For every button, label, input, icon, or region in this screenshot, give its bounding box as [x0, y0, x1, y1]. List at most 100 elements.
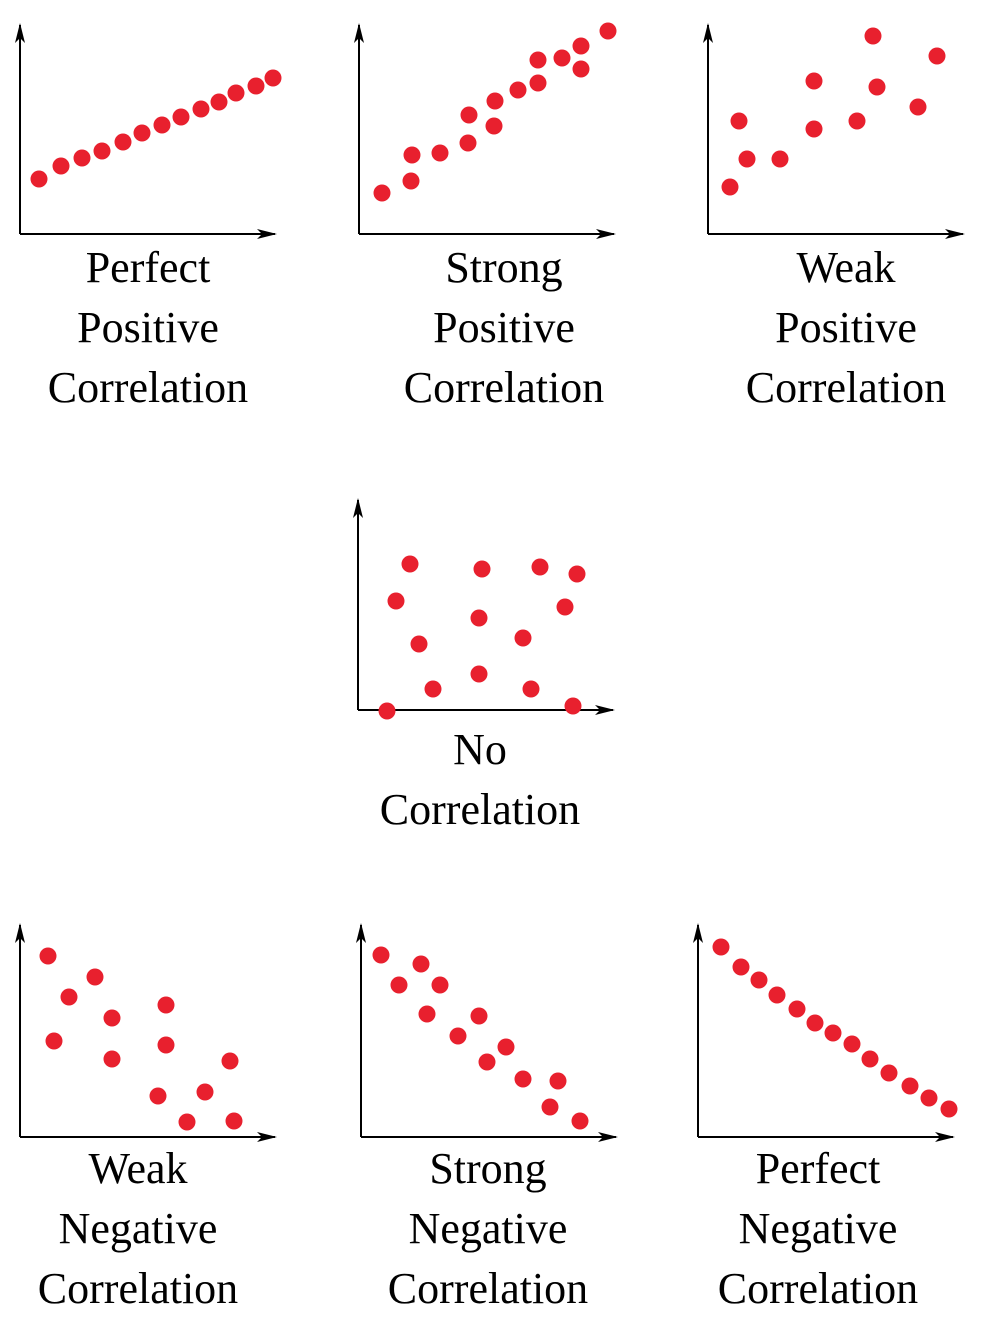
data-point — [103, 1009, 121, 1027]
data-point — [172, 108, 190, 126]
data-point — [721, 178, 739, 196]
scatter-panel-weak-positive — [703, 23, 965, 239]
data-point — [788, 1000, 806, 1018]
data-point — [373, 184, 391, 202]
data-point — [424, 680, 442, 698]
data-point — [470, 665, 488, 683]
data-point — [514, 1070, 532, 1088]
data-point — [771, 150, 789, 168]
data-point — [568, 565, 586, 583]
data-point — [39, 947, 57, 965]
data-point — [805, 120, 823, 138]
data-point — [60, 988, 78, 1006]
data-point — [732, 958, 750, 976]
data-point — [531, 558, 549, 576]
data-point — [412, 955, 430, 973]
data-point — [52, 157, 70, 175]
data-point — [564, 697, 582, 715]
data-point — [909, 98, 927, 116]
data-point — [848, 112, 866, 130]
data-point — [712, 938, 730, 956]
data-point — [378, 702, 396, 720]
data-point — [403, 146, 421, 164]
data-point — [470, 1007, 488, 1025]
data-point — [401, 555, 419, 573]
data-point — [940, 1100, 958, 1118]
data-point — [157, 1036, 175, 1054]
data-point — [225, 1112, 243, 1130]
data-point — [549, 1072, 567, 1090]
data-point — [478, 1053, 496, 1071]
data-point — [247, 77, 265, 95]
data-point — [470, 609, 488, 627]
data-point — [402, 172, 420, 190]
scatter-panel-no-correlation — [353, 498, 615, 720]
data-point — [514, 629, 532, 647]
data-point — [486, 92, 504, 110]
data-point — [730, 112, 748, 130]
data-point — [738, 150, 756, 168]
data-point — [114, 133, 132, 151]
data-point — [920, 1089, 938, 1107]
data-point — [529, 74, 547, 92]
data-point — [805, 72, 823, 90]
data-point — [864, 27, 882, 45]
data-point — [210, 93, 228, 111]
data-point — [418, 1005, 436, 1023]
data-point — [768, 986, 786, 1004]
data-point — [45, 1032, 63, 1050]
data-point — [861, 1050, 879, 1068]
scatter-panel-perfect-negative — [693, 923, 958, 1142]
data-point — [264, 69, 282, 87]
data-point — [572, 37, 590, 55]
scatter-panel-strong-negative — [356, 923, 618, 1142]
data-point — [157, 996, 175, 1014]
data-point — [901, 1077, 919, 1095]
data-point — [460, 106, 478, 124]
data-point — [824, 1024, 842, 1042]
panel-label-perfect-positive: Perfect Positive Correlation — [47, 243, 249, 412]
scatter-panel-perfect-positive — [15, 23, 282, 239]
data-point — [431, 144, 449, 162]
scatter-panel-strong-positive — [354, 22, 617, 239]
panel-label-weak-negative: Weak Negative Correlation — [37, 1144, 239, 1313]
data-point — [93, 142, 111, 160]
data-point — [553, 49, 571, 67]
data-point — [509, 81, 527, 99]
data-point — [133, 124, 151, 142]
data-point — [227, 84, 245, 102]
data-point — [485, 117, 503, 135]
scatter-panel-weak-negative — [15, 923, 277, 1142]
data-point — [410, 635, 428, 653]
data-point — [449, 1027, 467, 1045]
data-point — [431, 976, 449, 994]
panel-label-weak-positive: Weak Positive Correlation — [745, 243, 947, 412]
data-point — [103, 1050, 121, 1068]
data-point — [556, 598, 574, 616]
data-point — [880, 1064, 898, 1082]
panel-label-strong-positive: Strong Positive Correlation — [403, 243, 605, 412]
data-point — [73, 149, 91, 167]
panel-label-no-correlation: No Correlation — [379, 725, 581, 834]
data-point — [750, 971, 768, 989]
data-point — [572, 60, 590, 78]
data-point — [372, 946, 390, 964]
panel-label-strong-negative: Strong Negative Correlation — [387, 1144, 589, 1313]
data-point — [390, 976, 408, 994]
data-point — [522, 680, 540, 698]
data-point — [459, 134, 477, 152]
panel-label-perfect-negative: Perfect Negative Correlation — [717, 1144, 919, 1313]
data-point — [599, 22, 617, 40]
data-point — [192, 100, 210, 118]
data-point — [868, 78, 886, 96]
data-point — [806, 1014, 824, 1032]
data-point — [178, 1113, 196, 1131]
data-point — [529, 51, 547, 69]
data-point — [541, 1098, 559, 1116]
data-point — [473, 560, 491, 578]
data-point — [196, 1083, 214, 1101]
data-point — [387, 592, 405, 610]
data-point — [221, 1052, 239, 1070]
data-point — [497, 1038, 515, 1056]
